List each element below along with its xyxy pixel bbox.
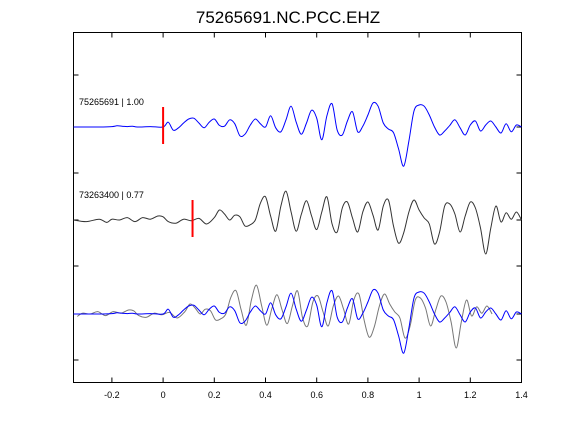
trace-label: 75265691 | 1.00 [79, 97, 144, 107]
trace-labels: 75265691 | 1.00 73263400 | 0.77 [79, 97, 144, 200]
waveform-traces [73, 101, 522, 354]
x-tick-label: 1.2 [464, 390, 477, 400]
x-tick-labels: -0.2 0 0.2 0.4 0.6 0.8 1 1.2 1.4 [104, 390, 528, 400]
x-tick-label: 0.8 [362, 390, 375, 400]
phase-picks [162, 107, 194, 237]
x-tick-label: 0.4 [259, 390, 272, 400]
waveform-trace-2 [73, 190, 522, 255]
trace-label: 73263400 | 0.77 [79, 190, 144, 200]
x-tick-label: 0 [161, 390, 166, 400]
plot-frame [73, 32, 522, 383]
x-tick-label: 1 [417, 390, 422, 400]
overlay-waveform-master [73, 288, 522, 354]
x-tick-label: -0.2 [104, 390, 120, 400]
waveform-trace-1 [73, 101, 522, 167]
overlay-waveform-secondary [77, 284, 493, 349]
tick-marks [73, 32, 522, 383]
chart-title: 75265691.NC.PCC.EHZ [196, 8, 380, 27]
x-tick-label: 1.4 [515, 390, 528, 400]
x-tick-label: 0.6 [310, 390, 323, 400]
x-tick-label: 0.2 [208, 390, 221, 400]
